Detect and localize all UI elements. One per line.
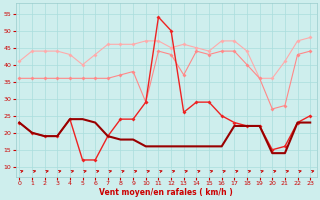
X-axis label: Vent moyen/en rafales ( km/h ): Vent moyen/en rafales ( km/h ) xyxy=(99,188,233,197)
